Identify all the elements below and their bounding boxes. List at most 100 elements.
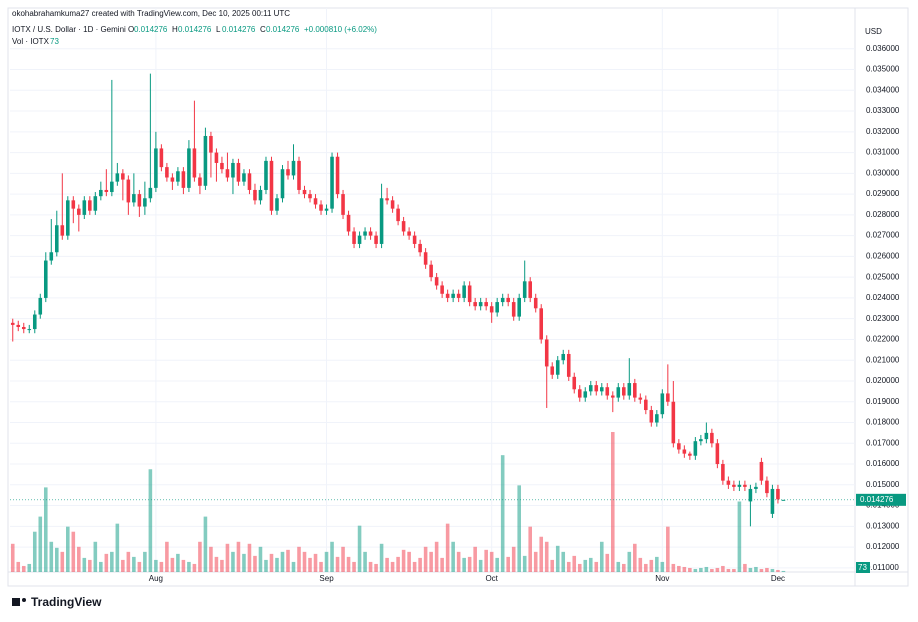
volume-bar: [253, 555, 257, 572]
candle-body: [484, 302, 488, 307]
candle-body: [236, 162, 241, 182]
candle-body: [104, 189, 109, 193]
y-tick-label: 0.035000: [866, 65, 900, 74]
candle-body: [258, 189, 263, 201]
volume-bar: [49, 541, 54, 572]
x-tick-label: Nov: [655, 574, 669, 583]
volume-bar: [374, 563, 378, 572]
candle-body: [434, 277, 439, 286]
credit: okohabrahamkuma27 created with TradingVi…: [12, 9, 290, 18]
candle-body: [478, 302, 483, 307]
ohlc-legend: O 0.014276 H 0.014276 L 0.014276 C 0.014276 +0.0…: [128, 25, 377, 34]
candle-body: [225, 169, 230, 178]
logo: TradingView: [12, 595, 102, 609]
volume-bar: [319, 561, 323, 572]
candle-body: [192, 148, 197, 178]
frame: [7, 7, 909, 587]
candle-body: [71, 200, 76, 209]
candle-body: [27, 329, 32, 331]
volume-bar: [633, 543, 637, 572]
volume-bar: [10, 543, 15, 572]
volume-bar: [143, 551, 147, 572]
candle-body: [633, 383, 637, 398]
volume-bar: [671, 563, 676, 572]
volume-bar: [280, 551, 285, 572]
volume-bar: [462, 557, 466, 572]
candle-body: [423, 252, 428, 265]
candle-body: [726, 480, 731, 485]
volume-bar: [225, 543, 230, 572]
volume-bar: [368, 561, 373, 572]
candle-body: [462, 285, 466, 298]
candle-body: [291, 160, 296, 176]
y-tick-label: 0.036000: [866, 44, 900, 53]
last-price-tag: [856, 493, 906, 506]
volume-bar: [418, 557, 422, 572]
volume-value: 73: [50, 37, 59, 46]
candle-body: [60, 225, 65, 236]
candle-body: [115, 173, 120, 182]
y-tick-label: 0.020000: [866, 376, 900, 385]
volume-bar: [616, 561, 621, 572]
candle-body: [528, 281, 533, 298]
candle-body: [622, 387, 626, 396]
y-tick-label: 0.021000: [866, 355, 900, 364]
candle-body: [467, 285, 472, 303]
candle-body: [77, 208, 81, 215]
volume-bar: [748, 567, 753, 572]
ohlc-label: O: [128, 25, 134, 34]
candle-body: [242, 173, 246, 182]
candle-body: [203, 135, 208, 186]
candle-body: [253, 189, 257, 201]
candle-body: [566, 353, 571, 377]
candle-body: [440, 285, 444, 294]
candle-body: [396, 208, 400, 222]
candle-body: [456, 293, 461, 298]
candle-body: [748, 488, 753, 502]
y-tick-label: 0.011000: [866, 563, 899, 572]
volume-bar: [297, 546, 301, 572]
candle-body: [357, 235, 362, 244]
y-tick-label: 0.024000: [866, 293, 900, 302]
volume-bar: [242, 553, 246, 572]
brand: TradingView: [31, 595, 102, 609]
candle-body: [159, 148, 164, 168]
candle-body: [710, 432, 714, 444]
ohlc-label: L: [216, 25, 221, 34]
volume-bar: [132, 556, 136, 572]
volume-bar: [93, 541, 98, 572]
candle-body: [346, 214, 351, 232]
volume-bar: [588, 557, 593, 572]
candle-body: [165, 167, 169, 178]
volume-bar: [88, 559, 92, 572]
volume-bar: [341, 546, 345, 572]
volume-bar: [737, 501, 742, 572]
candle-body: [776, 488, 780, 500]
volume-bar: [275, 557, 279, 572]
candle-body: [588, 385, 593, 392]
volume-layer: [10, 432, 786, 572]
candle-body: [627, 383, 632, 396]
volume-bar: [203, 516, 208, 572]
candle-body: [269, 160, 274, 211]
candle-body: [32, 314, 37, 330]
volume-bar: [390, 561, 395, 572]
volume-bar: [104, 553, 109, 572]
y-tick-label: 0.013000: [866, 521, 900, 530]
volume-bar: [209, 546, 213, 572]
y-tick-label: 0.032000: [866, 127, 900, 136]
candle-body: [154, 148, 158, 188]
volume-bar: [610, 432, 615, 572]
volume-bar: [247, 543, 252, 572]
candle-body: [187, 148, 191, 188]
volume-bar: [423, 546, 428, 572]
candle-body: [170, 177, 175, 182]
volume-bar: [21, 565, 26, 572]
candle-body: [401, 221, 406, 232]
candle-body: [616, 387, 621, 398]
candle-body: [385, 198, 389, 201]
volume-bar: [743, 563, 747, 572]
candle-body: [594, 385, 599, 392]
volume-bar: [467, 556, 472, 572]
volume-bar: [677, 565, 681, 572]
